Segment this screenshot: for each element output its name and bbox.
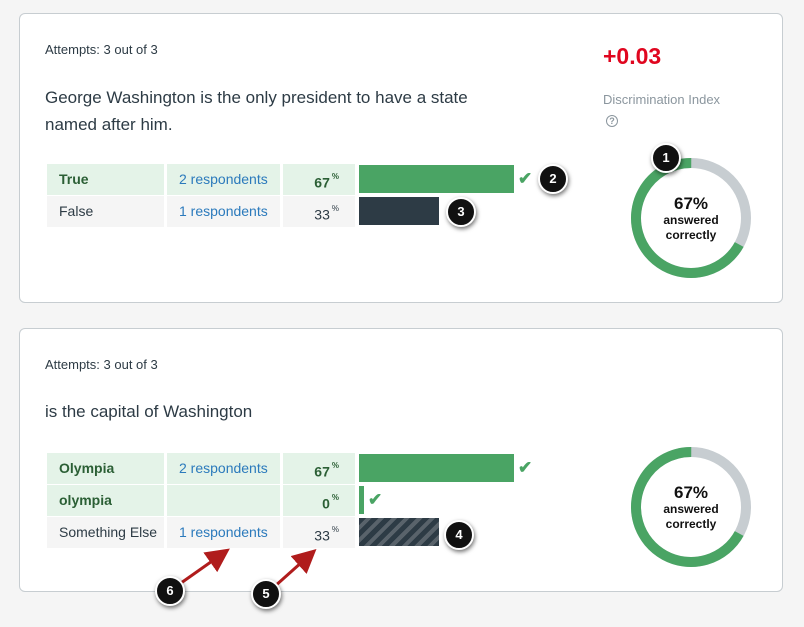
answer-percent: 33% [283,196,355,227]
correct-check-icon: ✔ [518,458,533,477]
answer-bar [359,486,364,514]
respondents-link[interactable]: 1 respondents [167,517,280,548]
callout-1: 1 [651,143,681,173]
respondents-link[interactable]: 2 respondents [167,164,280,195]
callout-5: 5 [251,579,281,609]
correct-check-icon: ✔ [368,490,383,509]
donut-label: answered correctly [663,501,719,531]
answer-label: False [47,196,164,227]
attempts-text: Attempts: 3 out of 3 [45,357,158,372]
respondents-link[interactable]: 2 respondents [167,453,280,484]
answer-label: Something Else [47,517,164,548]
correct-check-icon: ✔ [518,169,533,188]
answer-label: True [47,164,164,195]
question-text: George Washington is the only president … [45,88,468,134]
question-card-2: Attempts: 3 out of 3 is the capital of W… [19,328,783,592]
donut-percent: 67% [673,482,709,502]
donut-percent: 67% [673,193,709,213]
answer-bar [359,165,514,193]
callout-2: 2 [538,164,568,194]
discrimination-index-value: +0.03 [603,43,662,69]
answer-percent: 33% [283,517,355,548]
answer-percent: 0% [283,485,355,516]
donut-label: answered correctly [663,212,719,242]
answer-label: olympia [47,485,164,516]
answer-bar [359,454,514,482]
callout-3: 3 [446,197,476,227]
answer-percent: 67% [283,453,355,484]
help-icon[interactable]: ? [606,115,618,127]
answer-percent: 67% [283,164,355,195]
answer-bar [359,518,439,546]
answered-correctly-donut: 67% answered correctly [629,156,753,280]
discrimination-index-label: Discrimination Index? [603,92,721,127]
answered-correctly-donut: 67% answered correctly [629,445,753,569]
respondents-link[interactable]: 1 respondents [167,196,280,227]
respondents-link[interactable] [167,485,280,516]
question-text: is the capital of Washington [45,402,253,421]
callout-4: 4 [444,520,474,550]
answer-bar [359,197,439,225]
answer-label: Olympia [47,453,164,484]
attempts-text: Attempts: 3 out of 3 [45,42,158,57]
callout-6: 6 [155,576,185,606]
